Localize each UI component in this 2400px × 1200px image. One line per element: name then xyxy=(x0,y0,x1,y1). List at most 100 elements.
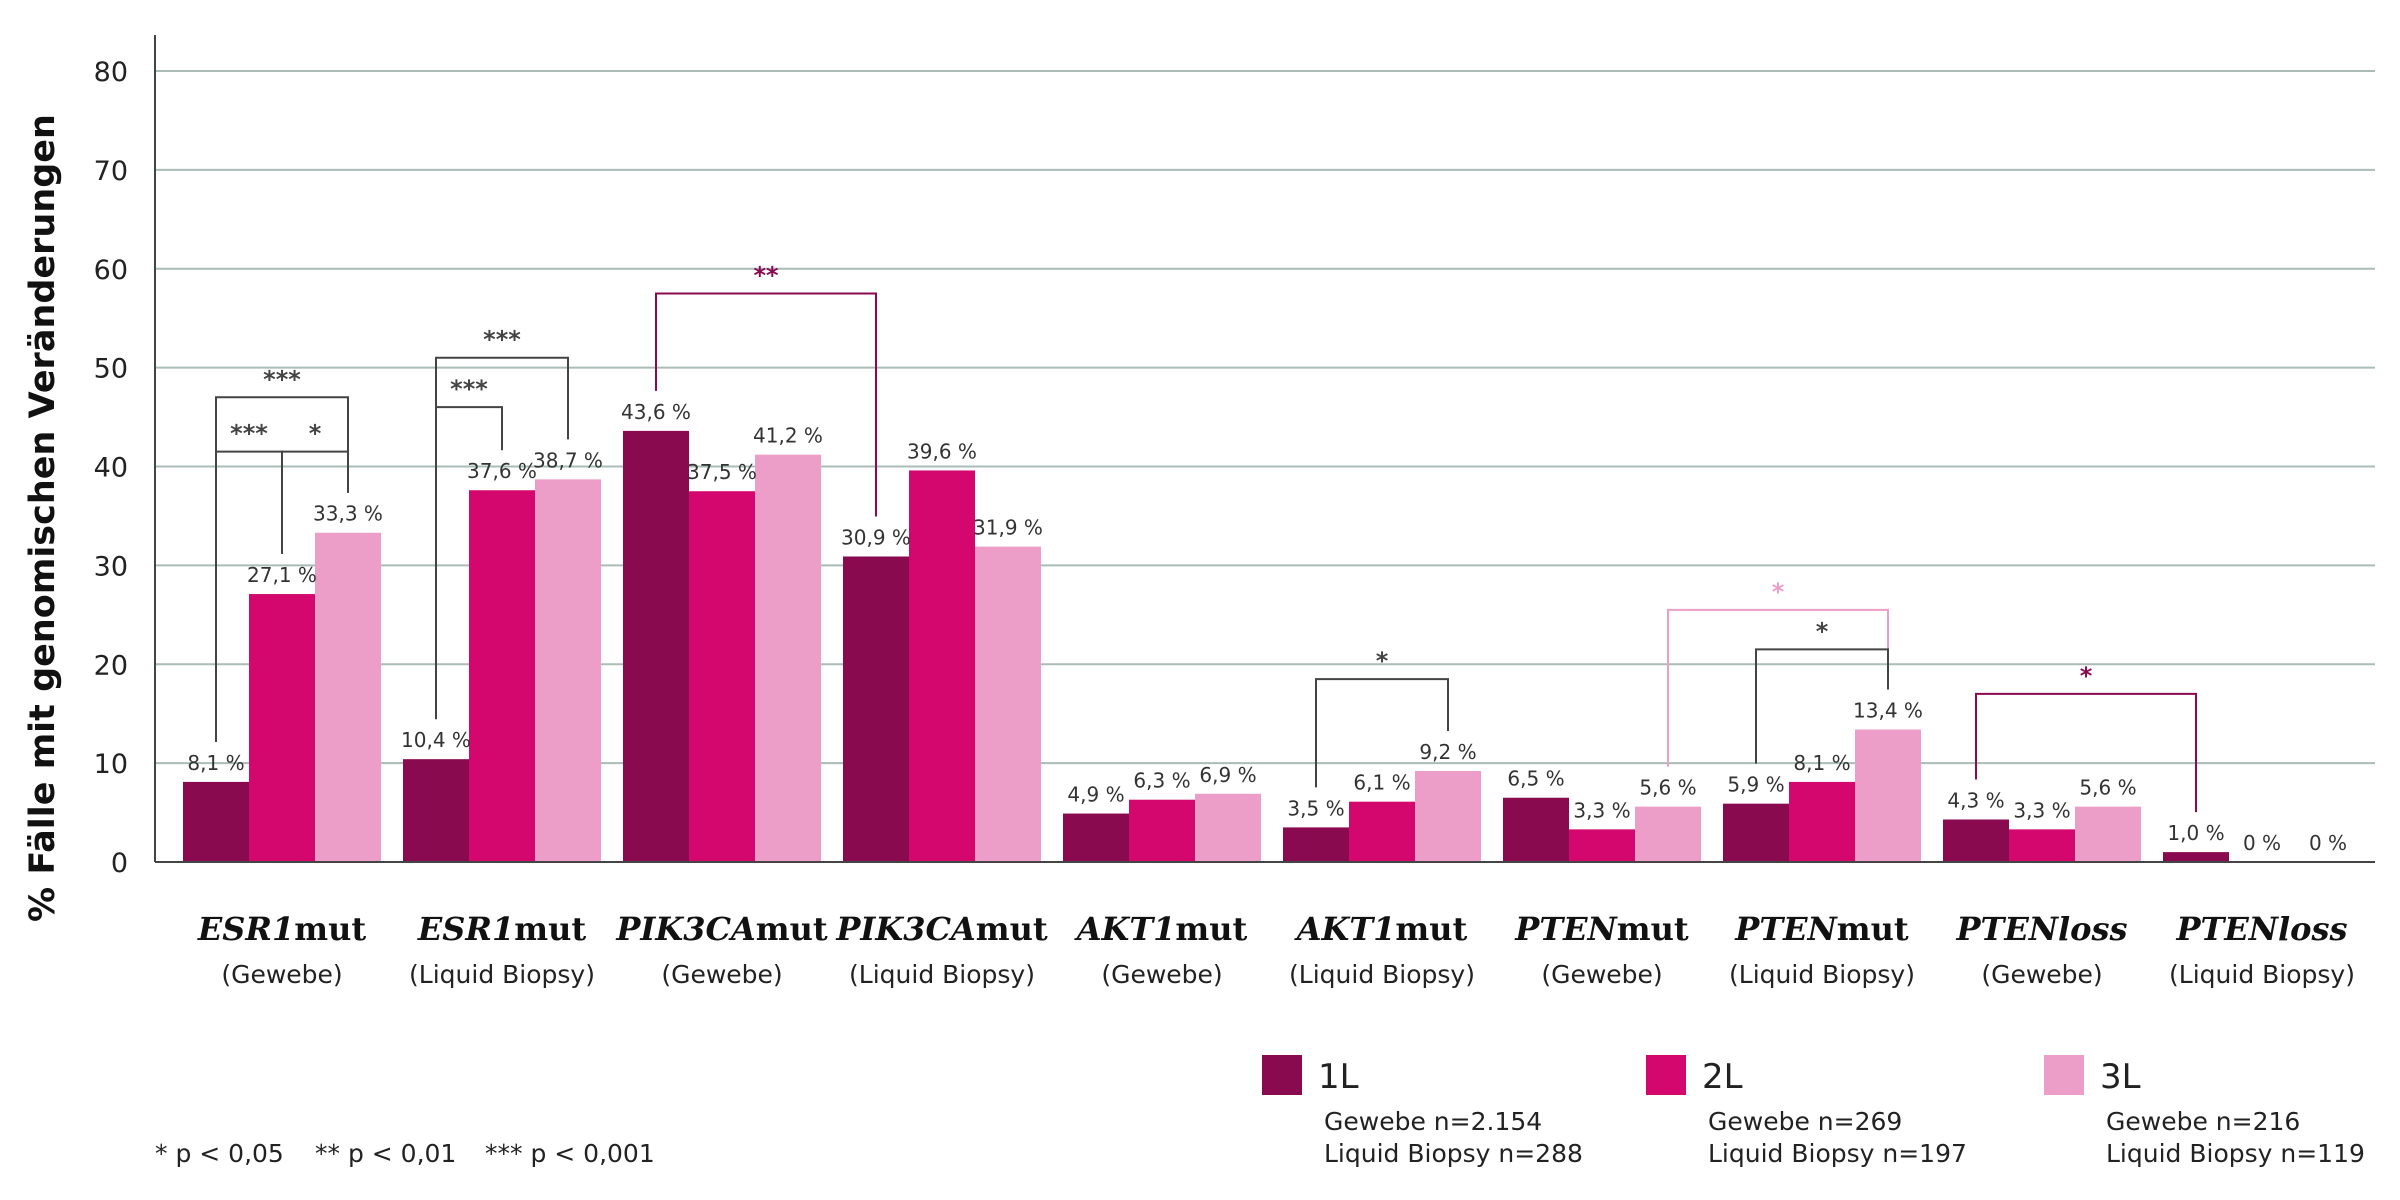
data-label: 37,6 % xyxy=(467,459,537,483)
category-label: ESR1mut xyxy=(197,910,366,948)
data-label: 5,6 % xyxy=(1639,776,1696,800)
category-gene: PIK3CA xyxy=(835,910,975,948)
bar-2L xyxy=(1569,829,1635,862)
significance-brackets: ****** ************* xyxy=(215,261,2197,813)
data-label: 10,4 % xyxy=(401,728,471,752)
data-label: 8,1 % xyxy=(187,751,244,775)
y-tick-label: 20 xyxy=(94,650,128,681)
data-label: 4,9 % xyxy=(1067,783,1124,807)
data-label: 6,9 % xyxy=(1199,763,1256,787)
significance-bracket xyxy=(1975,692,2197,813)
category-sublabel: (Liquid Biopsy) xyxy=(409,960,595,989)
category-sublabel: (Liquid Biopsy) xyxy=(1289,960,1475,989)
legend-swatch-2L xyxy=(1646,1055,1686,1095)
legend-label: 1L xyxy=(1318,1057,1359,1097)
significance-marker: * xyxy=(1816,617,1829,645)
significance-bracket xyxy=(655,292,877,517)
legend-label: 3L xyxy=(2100,1057,2141,1097)
bar-3L xyxy=(1635,806,1701,862)
category-sublabel: (Gewebe) xyxy=(1981,960,2102,989)
category-sublabel: (Liquid Biopsy) xyxy=(2169,960,2355,989)
category-gene: AKT1 xyxy=(1074,910,1176,948)
category-gene: ESR1 xyxy=(417,910,514,948)
data-label: 30,9 % xyxy=(841,525,911,549)
category-sublabel: (Liquid Biopsy) xyxy=(849,960,1035,989)
footnote: * p < 0,05 ** p < 0,01 *** p < 0,001 xyxy=(155,1139,655,1168)
category-gene: PTEN xyxy=(1514,910,1618,948)
significance-marker: * xyxy=(1376,647,1389,675)
data-label: 33,3 % xyxy=(313,502,383,526)
footnote-item: ** p < 0,01 xyxy=(315,1139,456,1168)
category-label: PIK3CAmut xyxy=(615,910,828,948)
bar-1L xyxy=(183,781,249,862)
data-label: 9,2 % xyxy=(1419,740,1476,764)
y-tick-label: 60 xyxy=(94,255,128,286)
legend: 1L Gewebe n=2.154 Liquid Biopsy n=288 2L Gew… xyxy=(1262,1055,2365,1168)
category-sublabel: (Liquid Biopsy) xyxy=(1729,960,1915,989)
category-label: AKT1mut xyxy=(1074,910,1248,948)
category-suffix: mut xyxy=(976,910,1048,948)
data-label: 31,9 % xyxy=(973,516,1043,540)
bar-1L xyxy=(1283,827,1349,862)
legend-note: Gewebe n=2.154 xyxy=(1324,1107,1542,1136)
category-label: ESR1mut xyxy=(417,910,586,948)
legend-note: Liquid Biopsy n=197 xyxy=(1708,1139,1967,1168)
category-suffix: mut xyxy=(1617,910,1689,948)
data-label: 41,2 % xyxy=(753,424,823,448)
bar-2L xyxy=(469,490,535,862)
data-label: 6,3 % xyxy=(1133,769,1190,793)
data-label: 0 % xyxy=(2243,831,2281,855)
axes: 0 10 20 30 40 50 60 70 80 xyxy=(94,35,2375,879)
bar-2L xyxy=(1129,799,1195,862)
legend-swatch-3L xyxy=(2044,1055,2084,1095)
bar-2L xyxy=(2009,829,2075,862)
bar-3L xyxy=(1195,793,1261,862)
data-label: 43,6 % xyxy=(621,400,691,424)
significance-marker: *** xyxy=(450,375,488,403)
category-suffix: mut xyxy=(1395,910,1467,948)
category-label: PIK3CAmut xyxy=(835,910,1048,948)
significance-bracket xyxy=(1755,648,1889,764)
data-label: 6,1 % xyxy=(1353,771,1410,795)
bar-2L xyxy=(249,594,315,862)
significance-marker: *** xyxy=(483,326,521,354)
significance-marker: * xyxy=(2080,662,2093,690)
significance-marker: * xyxy=(309,420,322,448)
y-tick-label: 70 xyxy=(94,156,128,187)
data-label: 6,5 % xyxy=(1507,767,1564,791)
bar-2L xyxy=(909,470,975,862)
significance-marker: * xyxy=(1772,578,1785,606)
bar-1L xyxy=(1503,797,1569,862)
category-label: PTENmut xyxy=(1734,910,1909,948)
significance-marker: *** xyxy=(230,420,268,448)
data-label: 27,1 % xyxy=(247,563,317,587)
data-label: 3,3 % xyxy=(1573,798,1630,822)
bar-3L xyxy=(1855,729,1921,862)
bars xyxy=(183,430,2229,862)
legend-note: Liquid Biopsy n=119 xyxy=(2106,1139,2365,1168)
bar-3L xyxy=(755,454,821,862)
bar-1L xyxy=(623,430,689,862)
data-label: 13,4 % xyxy=(1853,699,1923,723)
category-label: PTENloss xyxy=(1955,910,2127,948)
significance-bracket xyxy=(435,406,503,720)
bar-1L xyxy=(2163,852,2229,862)
data-label: 3,3 % xyxy=(2013,798,2070,822)
category-suffix: mut xyxy=(514,910,586,948)
category-sublabel: (Gewebe) xyxy=(1101,960,1222,989)
category-label: PTENmut xyxy=(1514,910,1689,948)
category-gene: ESR1 xyxy=(197,910,294,948)
y-axis-title: % Fälle mit genomischen Veränderungen xyxy=(23,114,63,922)
category-labels: ESR1mut(Gewebe)ESR1mut(Liquid Biopsy)PIK… xyxy=(197,910,2355,989)
significance-bracket xyxy=(1315,678,1449,788)
bar-2L xyxy=(1349,801,1415,862)
category-suffix: mut xyxy=(1175,910,1247,948)
bar-3L xyxy=(535,479,601,862)
data-label: 8,1 % xyxy=(1793,751,1850,775)
data-label: 1,0 % xyxy=(2167,821,2224,845)
data-label: 0 % xyxy=(2309,831,2347,855)
y-tick-label: 10 xyxy=(94,749,128,780)
significance-marker: ** xyxy=(753,261,779,289)
legend-note: Gewebe n=269 xyxy=(1708,1107,1902,1136)
